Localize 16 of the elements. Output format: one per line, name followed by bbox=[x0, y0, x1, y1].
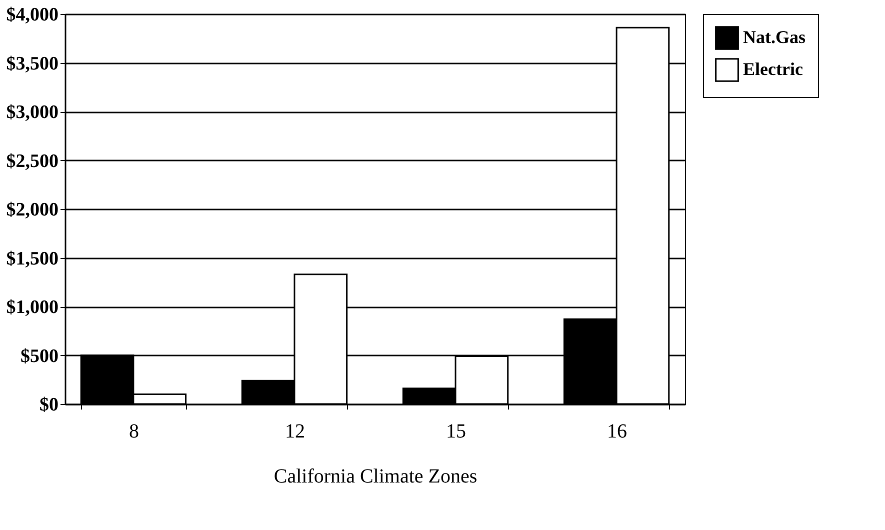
y-tick-label: $3,000 bbox=[6, 102, 58, 123]
y-tick-label: $3,500 bbox=[6, 53, 58, 74]
legend-label: Nat.Gas bbox=[743, 27, 806, 47]
y-tick-label: $0 bbox=[40, 394, 58, 416]
x-tick-label: 15 bbox=[446, 420, 466, 442]
x-axis-title: California Climate Zones bbox=[274, 466, 478, 488]
x-tick-label: 8 bbox=[128, 420, 139, 442]
x-tick-label: 16 bbox=[607, 420, 628, 442]
y-tick-label: $1,000 bbox=[6, 297, 58, 318]
y-tick-label: $2,500 bbox=[6, 150, 58, 172]
y-tick-label: $2,000 bbox=[6, 200, 58, 220]
y-tick-label: $500 bbox=[20, 346, 58, 367]
legend-label: Electric bbox=[743, 59, 803, 79]
x-tick-label: 12 bbox=[284, 420, 305, 442]
y-tick-label: $1,500 bbox=[6, 248, 58, 270]
y-tick-label: $4,000 bbox=[6, 4, 58, 26]
